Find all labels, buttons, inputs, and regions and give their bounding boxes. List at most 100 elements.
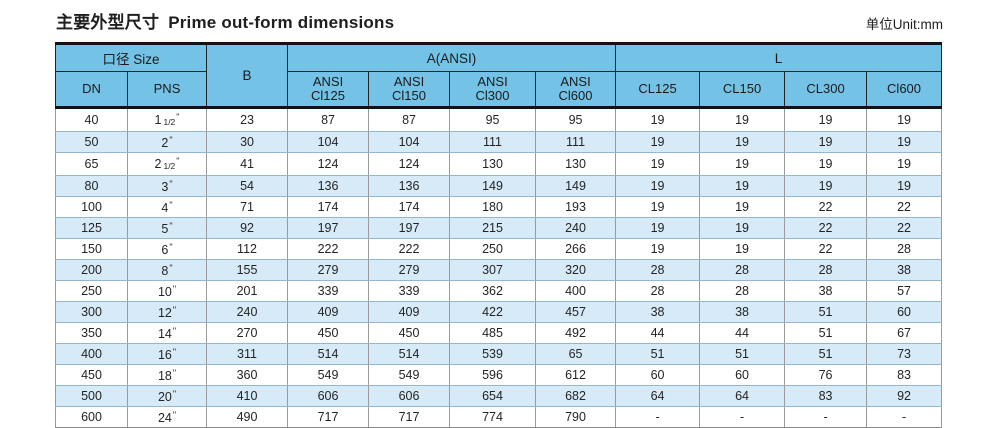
cell-l-cl300: 83 bbox=[784, 385, 868, 407]
cell-b: 490 bbox=[206, 406, 289, 428]
cell-pns: 2 1/2" bbox=[126, 152, 208, 176]
pns-inch-mark: " bbox=[172, 284, 177, 294]
pns-main: 20 bbox=[157, 390, 172, 404]
cell-pns: 12" bbox=[126, 301, 208, 323]
cell-a-cl300: 250 bbox=[449, 238, 537, 260]
header-group-row: 口径 Size B A(ANSI) L bbox=[54, 43, 943, 109]
table-row: 40 1 1/2" 23 87 87 95 95 19 19 19 19 bbox=[55, 107, 943, 132]
cell-b: 23 bbox=[206, 107, 289, 132]
cell-b: 54 bbox=[206, 175, 289, 197]
cell-l-cl125: 19 bbox=[615, 196, 701, 218]
pns-main: 16 bbox=[157, 348, 172, 362]
header-sub-row: DN PNS ANSI Cl125 ANSI Cl150 ANSI Cl300 ANS… bbox=[55, 71, 943, 109]
cell-a-cl300: 539 bbox=[449, 343, 537, 365]
cell-a-cl150: 279 bbox=[368, 259, 451, 281]
header-a-group: A(ANSI) bbox=[287, 43, 617, 72]
cell-l-cl600: 60 bbox=[866, 301, 943, 323]
header-ansi-cl300-line1: ANSI bbox=[477, 74, 508, 89]
cell-l-cl125: 28 bbox=[615, 280, 701, 302]
cell-l-cl600: 73 bbox=[866, 343, 943, 365]
cell-a-cl600: 95 bbox=[535, 107, 617, 132]
table-row: 350 14" 270 450 450 485 492 44 44 51 67 bbox=[55, 322, 943, 344]
header-ansi-cl150-line1: ANSI bbox=[393, 74, 425, 89]
cell-l-cl300: 76 bbox=[784, 364, 868, 386]
cell-a-cl150: 549 bbox=[368, 364, 451, 386]
cell-l-cl300: 22 bbox=[784, 196, 868, 218]
unit-note: 单位Unit:mm bbox=[865, 17, 943, 32]
pns-inch-mark: " bbox=[169, 135, 173, 145]
pns-main: 1 bbox=[154, 113, 162, 127]
cell-l-cl600: 67 bbox=[866, 322, 943, 344]
cell-a-cl300: 130 bbox=[449, 152, 537, 176]
pns-inch-mark: " bbox=[172, 305, 177, 315]
cell-l-cl600: 19 bbox=[866, 131, 943, 153]
cell-a-cl125: 279 bbox=[287, 259, 370, 281]
cell-pns: 8" bbox=[126, 259, 208, 281]
cell-l-cl150: 51 bbox=[699, 343, 786, 365]
cell-b: 311 bbox=[206, 343, 289, 365]
cell-l-cl125: 19 bbox=[615, 238, 701, 260]
header-l-cl600: Cl600 bbox=[866, 71, 943, 109]
cell-l-cl300: 51 bbox=[784, 322, 868, 344]
cell-pns: 16" bbox=[126, 343, 208, 365]
cell-l-cl150: 38 bbox=[699, 301, 786, 323]
cell-pns: 1 1/2" bbox=[126, 107, 208, 132]
cell-l-cl150: 64 bbox=[699, 385, 786, 407]
header-ansi-cl125-line1: ANSI bbox=[312, 74, 344, 89]
cell-a-cl150: 104 bbox=[368, 131, 451, 153]
cell-a-cl125: 409 bbox=[287, 301, 370, 323]
cell-dn: 80 bbox=[55, 175, 128, 197]
cell-a-cl600: 130 bbox=[535, 152, 617, 176]
pns-main: 10 bbox=[157, 285, 172, 299]
cell-l-cl125: 64 bbox=[615, 385, 701, 407]
pns-main: 4 bbox=[161, 201, 169, 215]
cell-l-cl300: 51 bbox=[784, 301, 868, 323]
cell-l-cl300: 19 bbox=[784, 107, 868, 132]
cell-l-cl150: 19 bbox=[699, 107, 786, 132]
pns-inch-mark: " bbox=[176, 112, 180, 122]
cell-l-cl300: 19 bbox=[784, 152, 868, 176]
cell-dn: 400 bbox=[55, 343, 128, 365]
cell-b: 92 bbox=[206, 217, 289, 239]
cell-a-cl300: 485 bbox=[449, 322, 537, 344]
header-ansi-cl300: ANSI Cl300 bbox=[449, 71, 537, 109]
cell-b: 360 bbox=[206, 364, 289, 386]
cell-l-cl150: 28 bbox=[699, 259, 786, 281]
cell-a-cl600: 111 bbox=[535, 131, 617, 153]
pns-fraction: 1/2 bbox=[163, 117, 176, 127]
cell-a-cl125: 222 bbox=[287, 238, 370, 260]
cell-l-cl600: 83 bbox=[866, 364, 943, 386]
table-row: 50 2" 30 104 104 111 111 19 19 19 19 bbox=[55, 131, 943, 153]
cell-l-cl600: 22 bbox=[866, 217, 943, 239]
cell-l-cl600: 19 bbox=[866, 107, 943, 132]
cell-a-cl300: 362 bbox=[449, 280, 537, 302]
pns-inch-mark: " bbox=[169, 242, 173, 252]
cell-pns: 20" bbox=[126, 385, 208, 407]
table-row: 65 2 1/2" 41 124 124 130 130 19 19 19 19 bbox=[55, 152, 943, 176]
page-title: 主要外型尺寸 Prime out-form dimensions bbox=[56, 8, 394, 33]
cell-dn: 150 bbox=[55, 238, 128, 260]
cell-a-cl150: 606 bbox=[368, 385, 451, 407]
pns-fraction: 1/2 bbox=[163, 161, 176, 171]
cell-a-cl125: 450 bbox=[287, 322, 370, 344]
cell-a-cl125: 549 bbox=[287, 364, 370, 386]
cell-l-cl300: 22 bbox=[784, 217, 868, 239]
page-title-zh: 主要外型尺寸 bbox=[56, 13, 160, 32]
cell-a-cl300: 215 bbox=[449, 217, 537, 239]
cell-a-cl600: 266 bbox=[535, 238, 617, 260]
cell-a-cl300: 111 bbox=[449, 131, 537, 153]
cell-l-cl300: - bbox=[784, 406, 868, 428]
cell-a-cl600: 193 bbox=[535, 196, 617, 218]
dimensions-table: 口径 Size B A(ANSI) L DN PNS ANSI Cl125 ANS… bbox=[54, 42, 943, 428]
cell-a-cl600: 320 bbox=[535, 259, 617, 281]
pns-main: 6 bbox=[161, 243, 169, 257]
cell-l-cl600: - bbox=[866, 406, 943, 428]
cell-dn: 450 bbox=[55, 364, 128, 386]
cell-a-cl150: 450 bbox=[368, 322, 451, 344]
cell-l-cl150: 19 bbox=[699, 217, 786, 239]
header-ansi-cl300-line2: Cl300 bbox=[475, 88, 510, 103]
cell-l-cl300: 38 bbox=[784, 280, 868, 302]
header-size-group: 口径 Size bbox=[54, 43, 208, 72]
cell-l-cl600: 19 bbox=[866, 152, 943, 176]
cell-l-cl150: 44 bbox=[699, 322, 786, 344]
